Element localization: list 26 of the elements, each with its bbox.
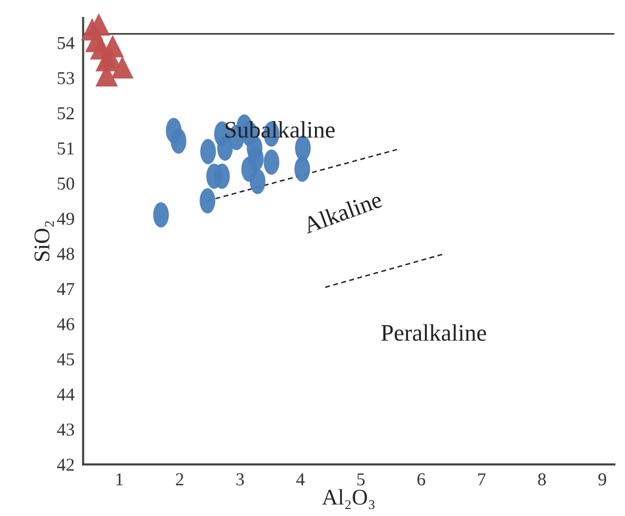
y-tick-label: 47 [57,283,74,295]
annotation: Peralkaline [381,324,486,341]
y-tick-label: 43 [57,424,74,436]
y-tick-label: 46 [57,318,74,330]
x-tick-label: 8 [538,473,546,486]
x-tick-label: 3 [236,473,244,486]
x-tick-label: 2 [176,473,184,486]
y-tick-label: 44 [57,388,75,400]
x-axis-title: Al₂O₃ [322,489,375,510]
x-tick-label: 9 [598,473,606,486]
y-tick-label: 54 [58,37,75,50]
x-tick-label: 4 [296,473,305,486]
annotation: Alkaline [302,190,383,234]
x-tick-label: 6 [417,473,426,486]
y-tick-label: 45 [57,353,74,366]
y-tick-label: 49 [57,212,74,225]
y-tick-label: 53 [58,72,74,84]
y-tick-label: 42 [57,458,74,471]
x-tick-label: 7 [478,473,486,486]
y-tick-label: 50 [58,178,74,190]
y-tick-label: 48 [57,248,74,260]
y-axis-title: SiO₂ [34,221,54,261]
x-tick-label: 1 [116,473,123,486]
y-tick-label: 52 [58,107,74,120]
y-tick-label: 51 [58,142,74,155]
x-tick-label: 5 [357,473,365,486]
